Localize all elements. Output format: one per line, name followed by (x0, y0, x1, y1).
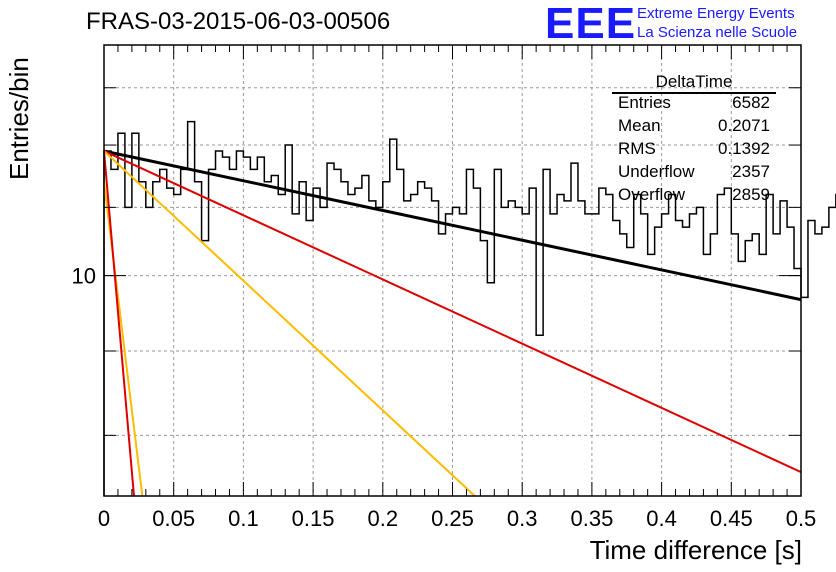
stats-value: 0.2071 (718, 116, 770, 135)
stats-key: Underflow (618, 162, 695, 181)
x-tick-label: 0.15 (292, 506, 335, 531)
y-tick-label: 10 (72, 264, 96, 289)
x-tick-label: 0.4 (646, 506, 677, 531)
fit-line (104, 150, 801, 473)
y-axis-label: Entries/bin (4, 57, 34, 180)
stats-key: Overflow (618, 185, 686, 204)
fit-line (104, 150, 476, 496)
stats-key: Mean (618, 116, 661, 135)
logo-subtitle-line2: La Scienza nelle Scuole (637, 24, 798, 41)
x-tick-label: 0.2 (368, 506, 399, 531)
stats-value: 0.1392 (718, 139, 770, 158)
stats-box-title: DeltaTime (655, 72, 733, 91)
axes (103, 44, 802, 497)
x-tick-label: 0.3 (507, 506, 538, 531)
histogram-bars (103, 120, 836, 496)
x-tick-labels: 0 0.05 0.1 0.15 0.2 0.25 0.3 0.35 0.4 0.45 0.5 (98, 506, 816, 531)
x-tick-label: 0.05 (152, 506, 195, 531)
x-tick-label: 0.5 (786, 506, 817, 531)
stats-key: Entries (618, 93, 671, 112)
grid-lines (104, 45, 801, 496)
y-tick-labels: 10 (72, 264, 96, 289)
fit-line (104, 149, 801, 302)
x-tick-label: 0.45 (710, 506, 753, 531)
stats-value: 2859 (732, 185, 770, 204)
x-tick-label: 0.1 (228, 506, 259, 531)
fit-line (104, 150, 135, 496)
fit-lines (104, 149, 801, 496)
x-axis-label: Time difference [s] (589, 535, 802, 565)
histogram-outline (103, 120, 836, 496)
x-tick-label: 0.25 (431, 506, 474, 531)
x-tick-label: 0.35 (570, 506, 613, 531)
eee-logo: EEE (545, 0, 637, 48)
stats-value: 6582 (732, 93, 770, 112)
x-tick-label: 0 (98, 506, 110, 531)
stats-key: RMS (618, 139, 656, 158)
chart-title: FRAS-03-2015-06-03-00506 (86, 8, 391, 35)
stats-value: 2357 (732, 162, 770, 181)
fit-line (104, 181, 144, 496)
logo-subtitle-line1: Extreme Energy Events (637, 5, 795, 22)
